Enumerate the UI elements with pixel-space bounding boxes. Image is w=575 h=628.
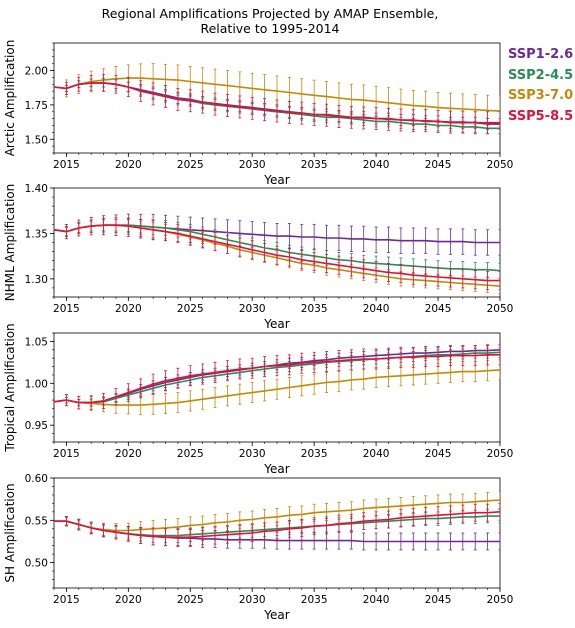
x-tick-label: 2045 <box>425 159 452 171</box>
x-axis-label: Year <box>263 462 289 476</box>
x-tick-label: 2050 <box>487 594 514 606</box>
x-tick-label: 2020 <box>115 303 142 315</box>
x-tick-label: 2050 <box>487 159 514 171</box>
legend-ssp1-2-6: SSP1-2.6 <box>508 47 573 62</box>
series-ssp5-8-5 <box>54 502 500 547</box>
legend-ssp3-7-0: SSP3-7.0 <box>508 88 573 103</box>
x-tick-label: 2045 <box>425 303 452 315</box>
series-ssp2-4-5 <box>54 218 500 279</box>
series-ssp3-7-0 <box>54 63 500 127</box>
x-tick-label: 2040 <box>363 448 390 460</box>
x-tick-label: 2030 <box>239 448 266 460</box>
y-tick-label: 1.50 <box>25 134 48 146</box>
y-tick-label: 1.40 <box>25 183 48 195</box>
x-tick-label: 2045 <box>425 448 452 460</box>
x-axis-label: Year <box>263 608 289 622</box>
x-tick-label: 2015 <box>53 448 80 460</box>
x-tick-label: 2035 <box>301 303 328 315</box>
series-ssp1-2-6 <box>54 213 500 256</box>
series-line <box>54 82 500 124</box>
series-ssp5-8-5 <box>54 217 500 291</box>
y-tick-label: 1.00 <box>25 378 48 390</box>
x-tick-label: 2030 <box>239 594 266 606</box>
y-tick-label: 0.95 <box>25 420 48 432</box>
panel-2: 2015 2020 2025 2030 2035 2040 2045 2050 1.30 1.35… <box>3 183 513 331</box>
y-tick-label: 1.35 <box>25 228 48 240</box>
x-tick-label: 2035 <box>301 448 328 460</box>
panel-4: 2015 2020 2025 2030 2035 2040 2045 2050 0.50 0.55… <box>3 473 513 622</box>
y-tick-label: 0.60 <box>25 473 48 485</box>
y-axis-label: Tropical Amplification <box>3 323 17 452</box>
x-tick-label: 2020 <box>115 448 142 460</box>
chart-title-line1: Regional Amplifications Projected by AMA… <box>102 6 439 21</box>
x-tick-label: 2015 <box>53 303 80 315</box>
y-tick-label: 1.75 <box>25 100 48 112</box>
y-tick-label: 1.30 <box>25 274 48 286</box>
x-tick-label: 2030 <box>239 303 266 315</box>
series-line <box>54 353 500 404</box>
series-ssp5-8-5 <box>54 74 500 135</box>
x-tick-label: 2035 <box>301 594 328 606</box>
panel-3: 2015 2020 2025 2030 2035 2040 2045 2050 0.95 1.00… <box>3 323 513 476</box>
legend: SSP1-2.6 SSP2-4.5 SSP3-7.0 SSP5-8.5 <box>508 47 573 124</box>
plot-area <box>54 344 500 415</box>
chart-title-line2: Relative to 1995-2014 <box>200 21 339 36</box>
series-ssp5-8-5 <box>54 344 500 410</box>
x-tick-label: 2015 <box>53 594 80 606</box>
x-tick-label: 2035 <box>301 159 328 171</box>
x-tick-label: 2045 <box>425 594 452 606</box>
series-line <box>54 511 500 539</box>
x-tick-label: 2015 <box>53 159 80 171</box>
x-axis-label: Year <box>263 317 289 331</box>
y-tick-label: 0.55 <box>25 515 48 527</box>
x-tick-label: 2020 <box>115 594 142 606</box>
y-tick-label: 0.50 <box>25 558 48 570</box>
x-tick-label: 2030 <box>239 159 266 171</box>
series-line <box>54 369 500 406</box>
x-tick-label: 2040 <box>363 303 390 315</box>
series-ssp3-7-0 <box>54 218 500 294</box>
plot-area <box>54 213 500 294</box>
x-tick-label: 2025 <box>177 594 204 606</box>
panel-1: 2015 2020 2025 2030 2035 2040 2045 2050 1.50 1.75… <box>3 40 513 187</box>
panels: 2015 2020 2025 2030 2035 2040 2045 2050 1.50 1.75… <box>3 40 513 622</box>
x-tick-label: 2025 <box>177 159 204 171</box>
x-tick-label: 2050 <box>487 303 514 315</box>
plot-area <box>54 491 500 551</box>
y-axis-label: NHML Amplification <box>3 184 17 302</box>
y-axis-label: Arctic Amplification <box>3 40 17 157</box>
y-tick-label: 2.00 <box>25 66 48 78</box>
x-tick-label: 2040 <box>363 594 390 606</box>
series-ssp2-4-5 <box>54 508 500 543</box>
y-tick-label: 1.05 <box>25 336 48 348</box>
x-tick-label: 2040 <box>363 159 390 171</box>
x-axis-label: Year <box>263 173 289 187</box>
legend-ssp2-4-5: SSP2-4.5 <box>508 68 573 83</box>
x-tick-label: 2050 <box>487 448 514 460</box>
x-tick-label: 2025 <box>177 448 204 460</box>
y-axis-label: SH Amplification <box>3 483 17 582</box>
plot-area <box>54 63 500 135</box>
legend-ssp5-8-5: SSP5-8.5 <box>508 109 573 124</box>
series-line <box>54 224 500 282</box>
x-tick-label: 2025 <box>177 303 204 315</box>
x-tick-label: 2020 <box>115 159 142 171</box>
